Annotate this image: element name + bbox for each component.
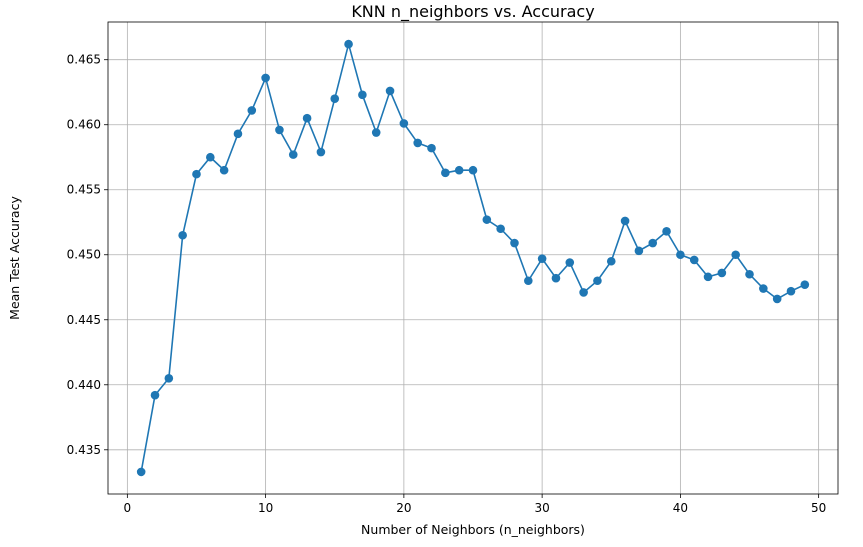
x-tick-label: 20 [396, 501, 411, 515]
data-point [524, 276, 533, 286]
y-tick-label: 0.435 [67, 443, 101, 457]
x-axis-label: Number of Neighbors (n_neighbors) [361, 522, 585, 537]
data-point [399, 119, 409, 128]
plot-frame [107, 21, 839, 495]
y-tick-label: 0.465 [67, 53, 101, 67]
data-point [427, 143, 436, 153]
data-point [385, 86, 395, 96]
data-point [662, 227, 671, 236]
data-point [579, 288, 588, 297]
data-point [648, 238, 658, 248]
data-point [275, 125, 284, 135]
data-point [358, 90, 367, 100]
data-point [261, 73, 270, 83]
data-point [689, 255, 699, 265]
x-tick-label: 0 [124, 501, 132, 515]
data-point [219, 165, 229, 175]
data-point [759, 284, 768, 293]
data-point [606, 256, 616, 266]
data-point [371, 128, 381, 137]
data-point [565, 258, 575, 267]
data-point [344, 39, 353, 49]
data-point [772, 294, 782, 304]
y-tick-label: 0.450 [67, 248, 101, 262]
data-point [482, 215, 492, 224]
data-point [593, 276, 602, 286]
axis-ticks: 0 10 20 30 40 50 0.435 0.440 0.445 0.450 0.455 0.46… [67, 53, 827, 515]
data-point [150, 390, 160, 400]
x-tick-label: 50 [811, 501, 826, 515]
y-axis-label: Mean Test Accuracy [7, 196, 22, 320]
grid [108, 22, 838, 494]
y-tick-label: 0.445 [67, 313, 101, 327]
data-point [510, 238, 519, 248]
data-point [800, 280, 810, 289]
data-point [537, 254, 547, 263]
data-point [247, 106, 257, 115]
data-point [620, 216, 630, 226]
data-point [676, 250, 685, 260]
data-point [717, 268, 727, 278]
data-point [703, 272, 713, 282]
data-point [413, 138, 422, 148]
data-point [468, 165, 478, 175]
data-point [551, 273, 561, 283]
data-point [164, 373, 174, 383]
data-point [786, 286, 796, 296]
data-point [330, 94, 340, 104]
data-point [192, 169, 201, 179]
y-tick-label: 0.455 [67, 183, 101, 197]
x-tick-label: 40 [673, 501, 688, 515]
data-points [136, 39, 810, 477]
data-point [178, 230, 187, 240]
data-point [288, 150, 298, 159]
y-tick-label: 0.440 [67, 378, 101, 392]
data-point [745, 269, 754, 279]
data-point [233, 129, 243, 139]
accuracy-series-line [140, 40, 806, 473]
data-point [496, 224, 505, 234]
data-point [136, 467, 146, 477]
chart-title: KNN n_neighbors vs. Accuracy [351, 2, 594, 22]
data-point [454, 165, 464, 175]
data-point [634, 246, 644, 256]
data-point [302, 113, 312, 123]
x-tick-label: 10 [258, 501, 273, 515]
data-point [316, 147, 326, 157]
data-point [441, 168, 450, 178]
x-tick-label: 30 [534, 501, 549, 515]
data-point [731, 250, 740, 260]
y-tick-label: 0.460 [67, 118, 101, 132]
data-point [206, 152, 215, 162]
